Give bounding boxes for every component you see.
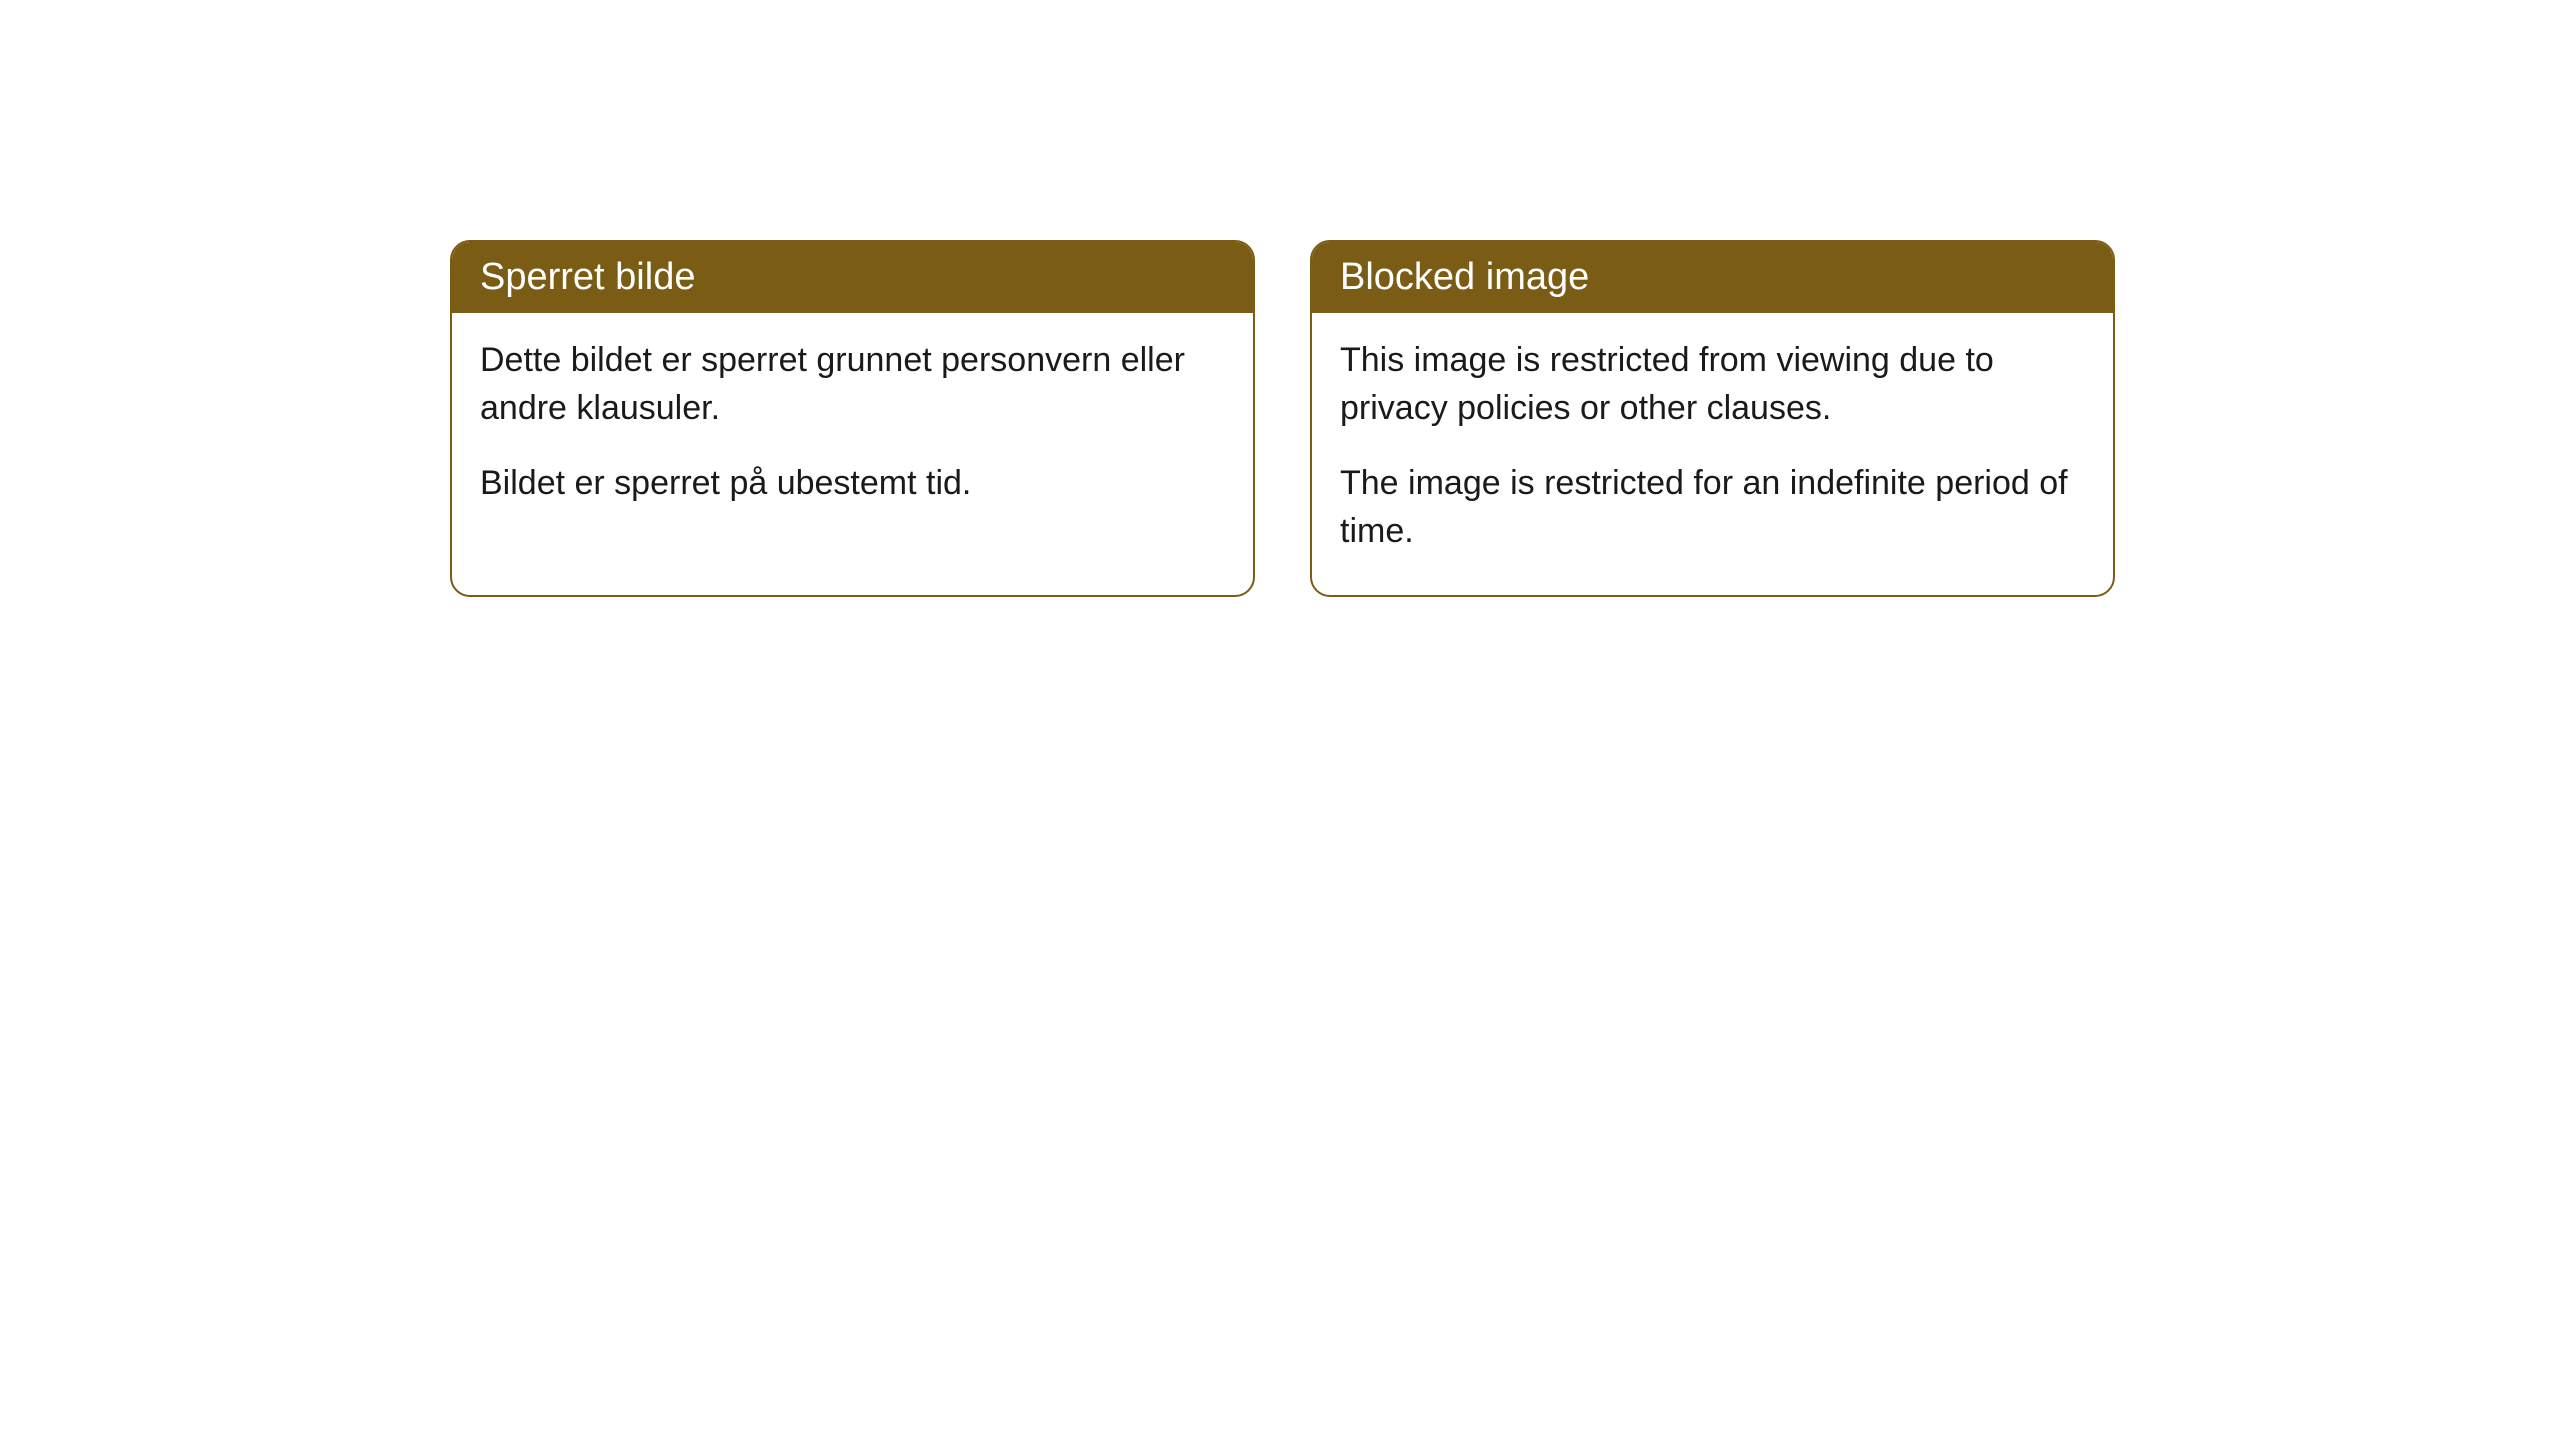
card-header-english: Blocked image — [1312, 242, 2113, 313]
card-paragraph-2-norwegian: Bildet er sperret på ubestemt tid. — [480, 460, 1225, 508]
card-header-norwegian: Sperret bilde — [452, 242, 1253, 313]
card-paragraph-1-english: This image is restricted from viewing du… — [1340, 337, 2085, 432]
cards-container: Sperret bilde Dette bildet er sperret gr… — [450, 240, 2560, 597]
card-body-english: This image is restricted from viewing du… — [1312, 313, 2113, 595]
card-norwegian: Sperret bilde Dette bildet er sperret gr… — [450, 240, 1255, 597]
card-title-norwegian: Sperret bilde — [480, 256, 695, 298]
card-paragraph-2-english: The image is restricted for an indefinit… — [1340, 460, 2085, 555]
card-title-english: Blocked image — [1340, 256, 1589, 298]
card-body-norwegian: Dette bildet er sperret grunnet personve… — [452, 313, 1253, 548]
card-paragraph-1-norwegian: Dette bildet er sperret grunnet personve… — [480, 337, 1225, 432]
card-english: Blocked image This image is restricted f… — [1310, 240, 2115, 597]
